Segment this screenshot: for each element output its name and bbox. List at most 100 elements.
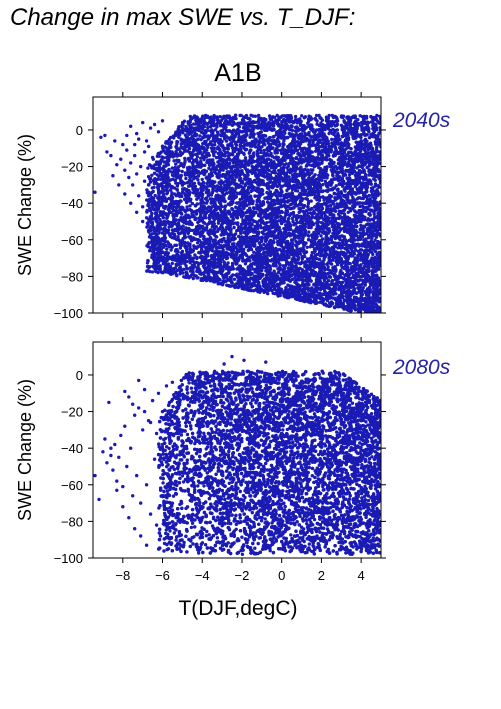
data-point bbox=[184, 176, 188, 181]
data-point bbox=[180, 249, 185, 254]
data-point bbox=[234, 186, 238, 190]
data-point bbox=[171, 153, 175, 157]
data-point bbox=[167, 167, 171, 172]
data-point bbox=[251, 206, 256, 210]
data-point bbox=[319, 234, 323, 238]
data-point bbox=[194, 132, 199, 137]
data-point bbox=[170, 261, 174, 266]
data-point bbox=[146, 166, 150, 170]
data-point bbox=[202, 274, 207, 278]
data-point bbox=[239, 231, 243, 236]
data-point bbox=[175, 184, 180, 188]
data-point bbox=[148, 249, 152, 253]
data-point bbox=[150, 232, 155, 236]
data-point bbox=[375, 314, 378, 317]
data-point bbox=[325, 176, 329, 180]
data-point bbox=[376, 314, 379, 317]
data-point bbox=[285, 178, 289, 182]
data-point bbox=[350, 250, 354, 254]
data-point bbox=[303, 115, 308, 119]
data-point bbox=[333, 209, 338, 213]
data-point bbox=[330, 137, 334, 142]
data-point bbox=[278, 263, 282, 267]
data-point bbox=[160, 157, 164, 162]
data-point bbox=[322, 198, 326, 202]
data-point bbox=[279, 258, 284, 262]
data-point bbox=[203, 221, 207, 225]
data-point bbox=[172, 159, 176, 163]
data-point bbox=[250, 272, 254, 276]
data-point bbox=[198, 134, 202, 138]
data-point bbox=[366, 147, 371, 152]
data-point bbox=[261, 219, 265, 223]
data-point bbox=[286, 266, 290, 270]
data-point bbox=[366, 143, 370, 148]
data-point bbox=[315, 252, 319, 257]
data-point bbox=[161, 245, 166, 249]
data-point bbox=[174, 162, 178, 166]
data-point bbox=[375, 113, 379, 118]
data-point bbox=[196, 178, 200, 182]
data-point bbox=[359, 291, 364, 296]
data-point bbox=[176, 165, 181, 169]
data-point bbox=[199, 254, 204, 259]
data-point bbox=[294, 239, 298, 244]
data-point bbox=[241, 144, 245, 148]
data-point bbox=[179, 199, 183, 203]
data-point bbox=[230, 123, 235, 127]
data-point bbox=[281, 264, 285, 268]
data-point bbox=[375, 188, 379, 192]
data-point bbox=[286, 135, 290, 140]
data-point bbox=[314, 113, 319, 118]
data-point bbox=[212, 153, 216, 158]
data-point bbox=[319, 121, 323, 125]
data-point bbox=[298, 157, 302, 161]
data-point bbox=[190, 201, 195, 206]
data-point bbox=[368, 141, 373, 145]
data-point bbox=[150, 211, 154, 216]
data-point bbox=[371, 313, 374, 316]
data-point bbox=[184, 226, 188, 230]
figure-title: Change in max SWE vs. T_DJF: bbox=[10, 4, 356, 31]
data-point bbox=[296, 257, 300, 262]
data-point bbox=[287, 131, 291, 136]
data-point bbox=[230, 242, 235, 246]
data-point bbox=[371, 313, 374, 316]
chart-title: A1B bbox=[214, 59, 261, 87]
data-point bbox=[150, 173, 154, 177]
data-point bbox=[374, 314, 377, 317]
data-point bbox=[269, 138, 274, 143]
panel-2040s-points bbox=[93, 113, 381, 317]
data-point bbox=[313, 130, 317, 134]
data-point bbox=[265, 200, 270, 204]
data-point bbox=[295, 189, 300, 193]
data-point bbox=[222, 260, 226, 264]
data-point bbox=[262, 148, 266, 153]
data-point bbox=[305, 245, 309, 249]
data-point bbox=[263, 196, 267, 200]
data-point bbox=[182, 275, 186, 279]
panel-2040s: 0−20−40−60−80−100 2040s SWE Change (%) bbox=[15, 92, 451, 321]
data-point bbox=[327, 113, 331, 118]
data-point bbox=[220, 118, 224, 123]
data-point bbox=[295, 121, 299, 125]
data-point bbox=[326, 265, 330, 269]
data-point bbox=[340, 178, 344, 182]
data-point bbox=[206, 125, 210, 130]
data-point bbox=[169, 170, 174, 174]
data-point bbox=[346, 152, 350, 156]
data-point bbox=[293, 114, 298, 119]
data-point bbox=[304, 196, 308, 201]
data-point bbox=[310, 214, 315, 219]
data-point bbox=[226, 261, 230, 265]
data-point bbox=[291, 219, 295, 224]
data-point bbox=[255, 149, 259, 153]
data-point bbox=[170, 191, 174, 195]
data-point bbox=[274, 227, 278, 232]
data-point bbox=[192, 177, 196, 181]
data-point bbox=[169, 248, 173, 252]
data-point bbox=[358, 231, 362, 235]
data-point bbox=[309, 240, 313, 244]
data-point bbox=[178, 210, 182, 214]
